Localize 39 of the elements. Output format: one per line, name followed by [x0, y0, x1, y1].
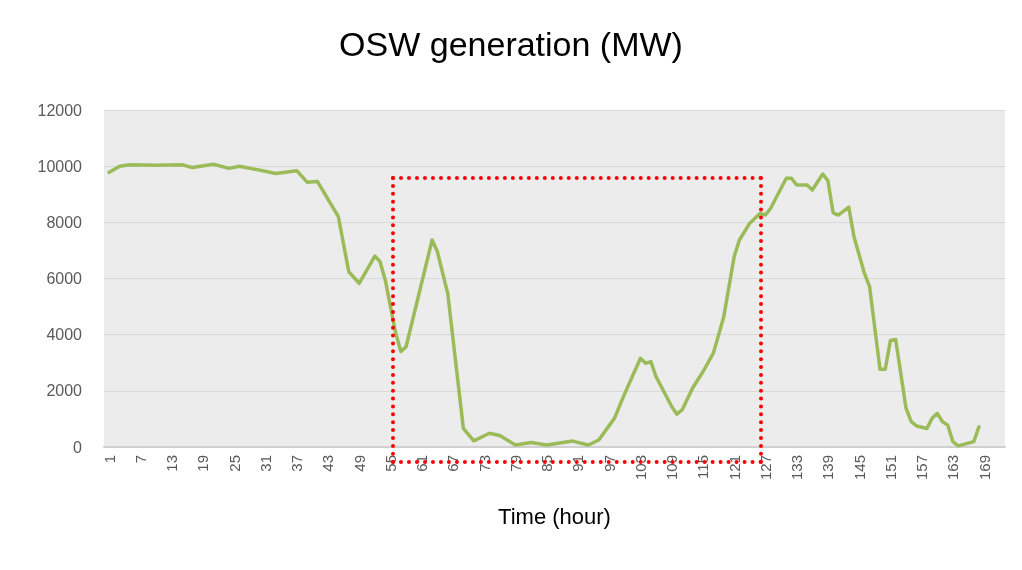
x-tick-label: 139 — [819, 455, 837, 481]
x-tick-label: 121 — [725, 455, 743, 481]
x-tick-label: 13 — [163, 455, 181, 472]
x-tick-label: 19 — [194, 455, 212, 472]
x-tick-label: 103 — [631, 455, 649, 481]
y-tick-label: 0 — [73, 438, 83, 456]
x-tick-label: 73 — [475, 455, 493, 472]
x-tick-label: 79 — [506, 455, 524, 472]
x-tick-label: 109 — [663, 455, 681, 481]
x-tick-label: 169 — [975, 455, 993, 481]
x-tick-label: 163 — [944, 455, 962, 481]
x-tick-label: 67 — [444, 455, 462, 472]
chart-title: OSW generation (MW) — [339, 25, 683, 63]
x-tick-label: 25 — [225, 455, 243, 472]
x-tick-label: 31 — [256, 455, 274, 472]
x-tick-label: 151 — [881, 455, 899, 481]
y-tick-label: 10000 — [37, 157, 83, 175]
y-tick-label: 2000 — [46, 382, 83, 400]
x-tick-label: 55 — [381, 455, 399, 472]
x-tick-label: 157 — [913, 455, 931, 481]
x-tick-label: 85 — [538, 455, 556, 472]
x-tick-label: 49 — [350, 455, 368, 472]
x-tick-label: 61 — [413, 455, 431, 472]
x-tick-label: 115 — [694, 455, 712, 479]
x-tick-label: 133 — [788, 455, 806, 481]
x-axis-title: Time (hour) — [498, 503, 611, 529]
x-tick-label: 37 — [288, 455, 306, 472]
x-tick-label: 43 — [319, 455, 337, 472]
y-tick-label: 6000 — [46, 270, 83, 287]
x-tick-label: 127 — [756, 455, 774, 481]
y-tick-label: 8000 — [46, 213, 83, 231]
line-series — [107, 162, 981, 448]
x-tick-label: 7 — [131, 455, 149, 464]
x-tick-label: 1 — [100, 455, 118, 464]
y-tick-label: 12000 — [37, 101, 83, 119]
y-tick-label: 4000 — [46, 326, 83, 344]
x-tick-label: 91 — [569, 455, 587, 472]
x-tick-label: 145 — [850, 455, 868, 481]
x-tick-label: 97 — [600, 455, 618, 472]
